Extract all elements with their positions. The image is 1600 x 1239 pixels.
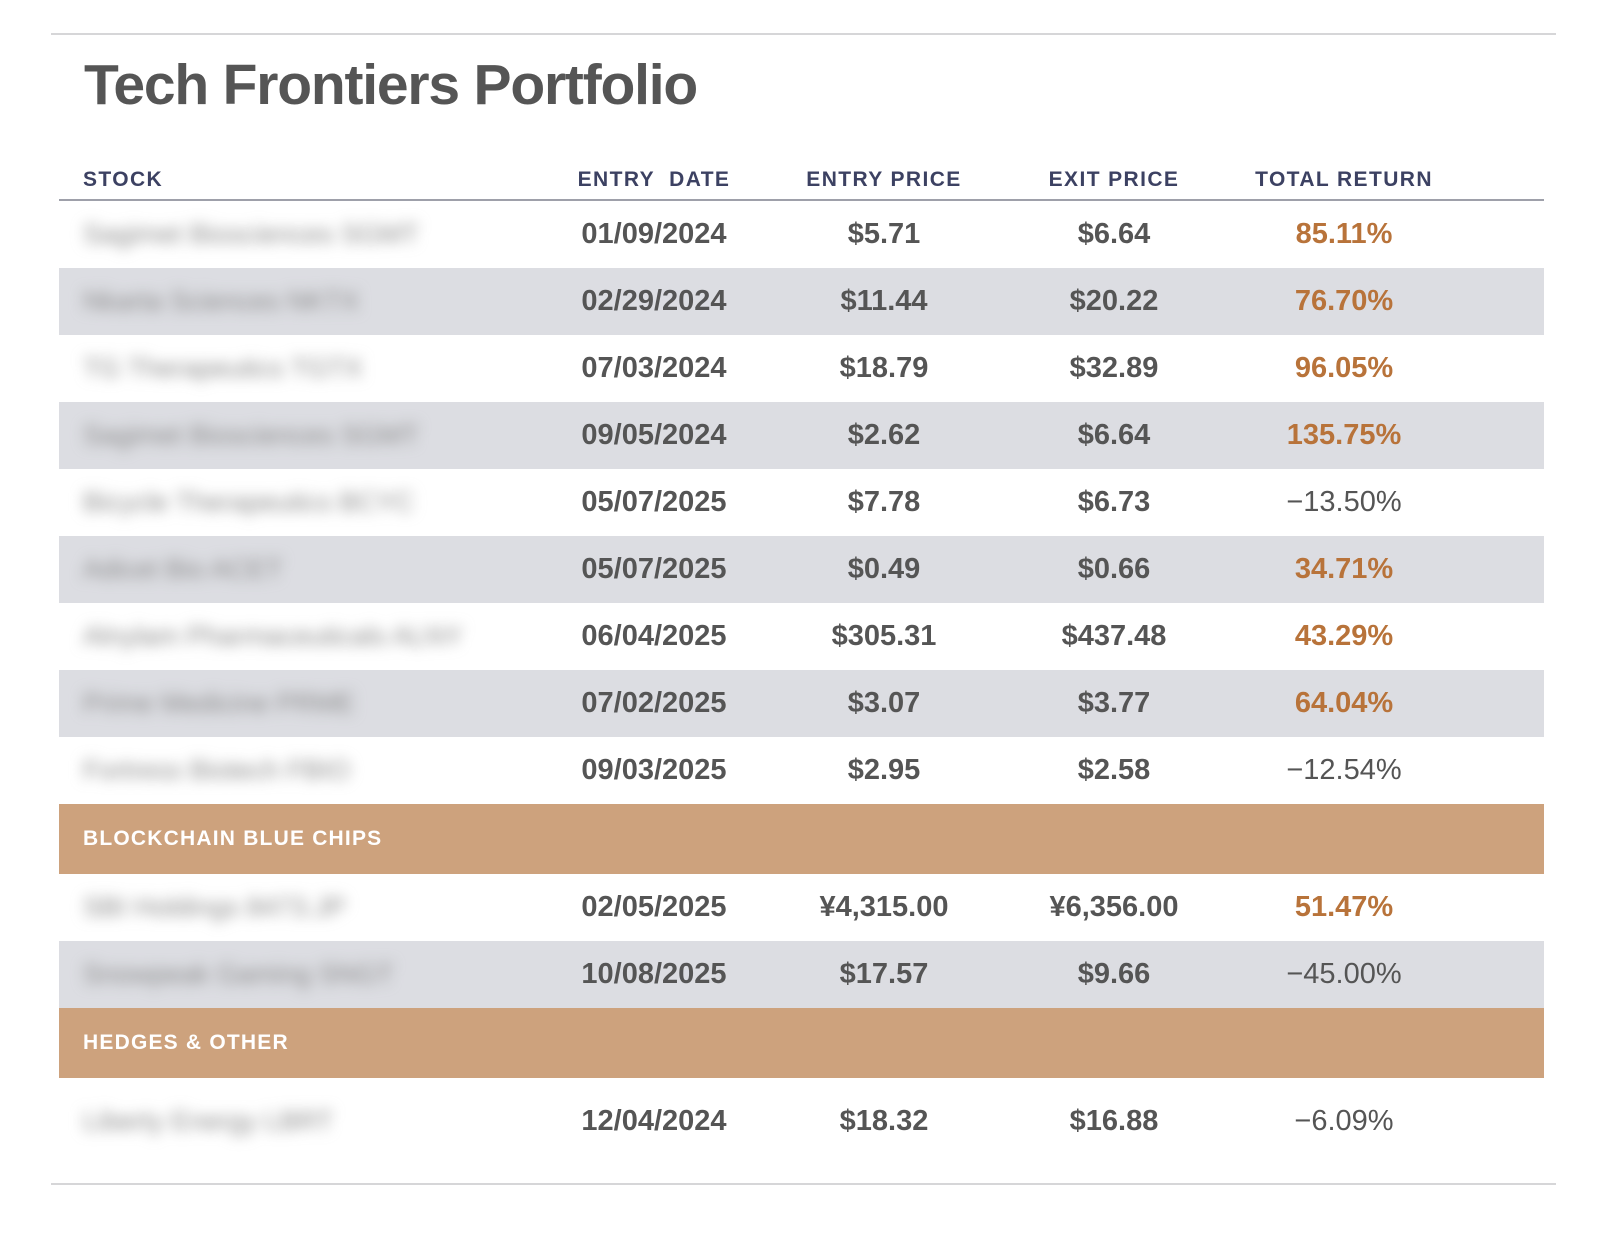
- entry-date-cell: 10/08/2025: [581, 958, 727, 990]
- column-header-entry-price: ENTRY PRICE: [806, 168, 962, 191]
- total-return-cell: −13.50%: [1286, 486, 1402, 518]
- stock-name: Alnylam Pharmaceuticals ALNY: [83, 621, 463, 651]
- total-return-cell: 76.70%: [1294, 285, 1394, 317]
- table-row: Sagimet Biosciences SGMT 01/09/2024 $5.71 $…: [59, 201, 1544, 268]
- entry-date-cell: 07/03/2024: [581, 352, 727, 384]
- entry-price-cell: $7.78: [847, 486, 921, 518]
- total-return-cell: 64.04%: [1294, 687, 1394, 719]
- entry-price-cell: $17.57: [839, 958, 929, 990]
- stock-name-cell: Snowpeak Gaming SNGT: [59, 958, 539, 991]
- section-header: HEDGES & OTHER: [59, 1008, 1544, 1078]
- entry-date-cell: 02/05/2025: [581, 891, 727, 923]
- table-row: Snowpeak Gaming SNGT 10/08/2025 $17.57 $9.6…: [59, 941, 1544, 1008]
- total-return-cell: 96.05%: [1294, 352, 1394, 384]
- stock-name: Nkarta Sciences NKTX: [83, 286, 360, 316]
- entry-date-cell: 07/02/2025: [581, 687, 727, 719]
- column-header-entry-date: ENTRY DATE: [577, 168, 731, 191]
- section-label: BLOCKCHAIN BLUE CHIPS: [83, 827, 383, 850]
- exit-price-cell: ¥6,356.00: [1049, 891, 1179, 923]
- entry-price-cell: $305.31: [831, 620, 937, 652]
- stock-name-cell: Prime Medicine PRME: [59, 687, 539, 720]
- stock-name-cell: Nkarta Sciences NKTX: [59, 285, 539, 318]
- entry-date-cell: 12/04/2024: [581, 1104, 727, 1137]
- stock-name-cell: TG Therapeutics TGTX: [59, 352, 539, 385]
- stock-name: Sagimet Biosciences SGMT: [83, 219, 420, 249]
- stock-name: Adicet Bio ACET: [83, 554, 283, 584]
- stock-name: Prime Medicine PRME: [83, 688, 355, 718]
- total-return-cell: −6.09%: [1294, 1104, 1394, 1137]
- table-row: SBI Holdings 8473.JP 02/05/2025 ¥4,315.00 ¥…: [59, 874, 1544, 941]
- table-row: Bicycle Therapeutics BCYC 05/07/2025 $7.78…: [59, 469, 1544, 536]
- table-row: Adicet Bio ACET 05/07/2025 $0.49 $0.66 34.71…: [59, 536, 1544, 603]
- exit-price-cell: $3.77: [1077, 687, 1151, 719]
- bottom-divider: [51, 1183, 1556, 1185]
- exit-price-cell: $6.64: [1077, 419, 1151, 451]
- entry-date-cell: 06/04/2025: [581, 620, 727, 652]
- stock-name: Fortress Biotech FBIO: [83, 755, 351, 785]
- stock-name-cell: Alnylam Pharmaceuticals ALNY: [59, 620, 539, 653]
- stock-name: Liberty Energy LBRT: [83, 1105, 334, 1136]
- stock-name-cell: Bicycle Therapeutics BCYC: [59, 486, 539, 519]
- exit-price-cell: $2.58: [1077, 754, 1151, 786]
- table-row: Liberty Energy LBRT 12/04/2024 $18.32 $16.8…: [59, 1078, 1544, 1164]
- table-row: Fortress Biotech FBIO 09/03/2025 $2.95 $2.5…: [59, 737, 1544, 804]
- entry-date-cell: 09/03/2025: [581, 754, 727, 786]
- entry-price-cell: ¥4,315.00: [819, 891, 949, 923]
- exit-price-cell: $6.64: [1077, 218, 1151, 250]
- entry-price-cell: $0.49: [847, 553, 921, 585]
- entry-price-cell: $18.32: [839, 1104, 929, 1137]
- table-header: STOCK ENTRY DATE ENTRY PRICE EXIT PRICE …: [59, 160, 1544, 201]
- entry-date-cell: 09/05/2024: [581, 419, 727, 451]
- stock-name: Snowpeak Gaming SNGT: [83, 959, 394, 989]
- total-return-cell: −45.00%: [1286, 958, 1402, 990]
- stock-name-cell: Liberty Energy LBRT: [59, 1105, 539, 1138]
- stock-name: SBI Holdings 8473.JP: [83, 892, 346, 922]
- table-body: Sagimet Biosciences SGMT 01/09/2024 $5.71 $…: [59, 201, 1544, 1164]
- table-row: TG Therapeutics TGTX 07/03/2024 $18.79 $32.…: [59, 335, 1544, 402]
- total-return-cell: 85.11%: [1295, 218, 1393, 250]
- exit-price-cell: $0.66: [1077, 553, 1151, 585]
- exit-price-cell: $16.88: [1069, 1104, 1159, 1137]
- entry-price-cell: $5.71: [847, 218, 921, 250]
- total-return-cell: 135.75%: [1286, 419, 1402, 451]
- total-return-cell: −12.54%: [1286, 754, 1402, 786]
- exit-price-cell: $9.66: [1077, 958, 1151, 990]
- table-row: Alnylam Pharmaceuticals ALNY 06/04/2025 $3…: [59, 603, 1544, 670]
- exit-price-cell: $6.73: [1077, 486, 1151, 518]
- entry-price-cell: $2.95: [847, 754, 921, 786]
- entry-date-cell: 01/09/2024: [581, 218, 727, 250]
- entry-date-cell: 05/07/2025: [581, 553, 727, 585]
- exit-price-cell: $437.48: [1061, 620, 1167, 652]
- exit-price-cell: $32.89: [1069, 352, 1159, 384]
- stock-name: Sagimet Biosciences SGMT: [83, 420, 420, 450]
- stock-name-cell: Sagimet Biosciences SGMT: [59, 419, 539, 452]
- entry-price-cell: $11.44: [840, 285, 928, 317]
- entry-price-cell: $18.79: [839, 352, 929, 384]
- section-header: BLOCKCHAIN BLUE CHIPS: [59, 804, 1544, 874]
- entry-price-cell: $3.07: [847, 687, 921, 719]
- total-return-cell: 51.47%: [1294, 891, 1394, 923]
- table-row: Prime Medicine PRME 07/02/2025 $3.07 $3.77 6…: [59, 670, 1544, 737]
- stock-name: TG Therapeutics TGTX: [83, 353, 363, 383]
- table-row: Nkarta Sciences NKTX 02/29/2024 $11.44 $20.…: [59, 268, 1544, 335]
- column-header-exit-price: EXIT PRICE: [1048, 168, 1180, 191]
- stock-name-cell: Sagimet Biosciences SGMT: [59, 218, 539, 251]
- total-return-cell: 43.29%: [1294, 620, 1394, 652]
- stock-name-cell: Fortress Biotech FBIO: [59, 754, 539, 787]
- portfolio-table: STOCK ENTRY DATE ENTRY PRICE EXIT PRICE …: [59, 160, 1544, 1164]
- entry-date-cell: 05/07/2025: [581, 486, 727, 518]
- column-header-stock: STOCK: [83, 168, 164, 191]
- entry-date-cell: 02/29/2024: [581, 285, 727, 317]
- entry-price-cell: $2.62: [847, 419, 921, 451]
- stock-name: Bicycle Therapeutics BCYC: [83, 487, 415, 517]
- stock-name-cell: Adicet Bio ACET: [59, 553, 539, 586]
- stock-name-cell: SBI Holdings 8473.JP: [59, 891, 539, 924]
- table-row: Sagimet Biosciences SGMT 09/05/2024 $2.62 $…: [59, 402, 1544, 469]
- top-divider: [51, 33, 1556, 35]
- section-label: HEDGES & OTHER: [83, 1031, 289, 1054]
- total-return-cell: 34.71%: [1294, 553, 1394, 585]
- page-title: Tech Frontiers Portfolio: [84, 53, 698, 117]
- column-header-total-return: TOTAL RETURN: [1255, 168, 1433, 191]
- exit-price-cell: $20.22: [1069, 285, 1159, 317]
